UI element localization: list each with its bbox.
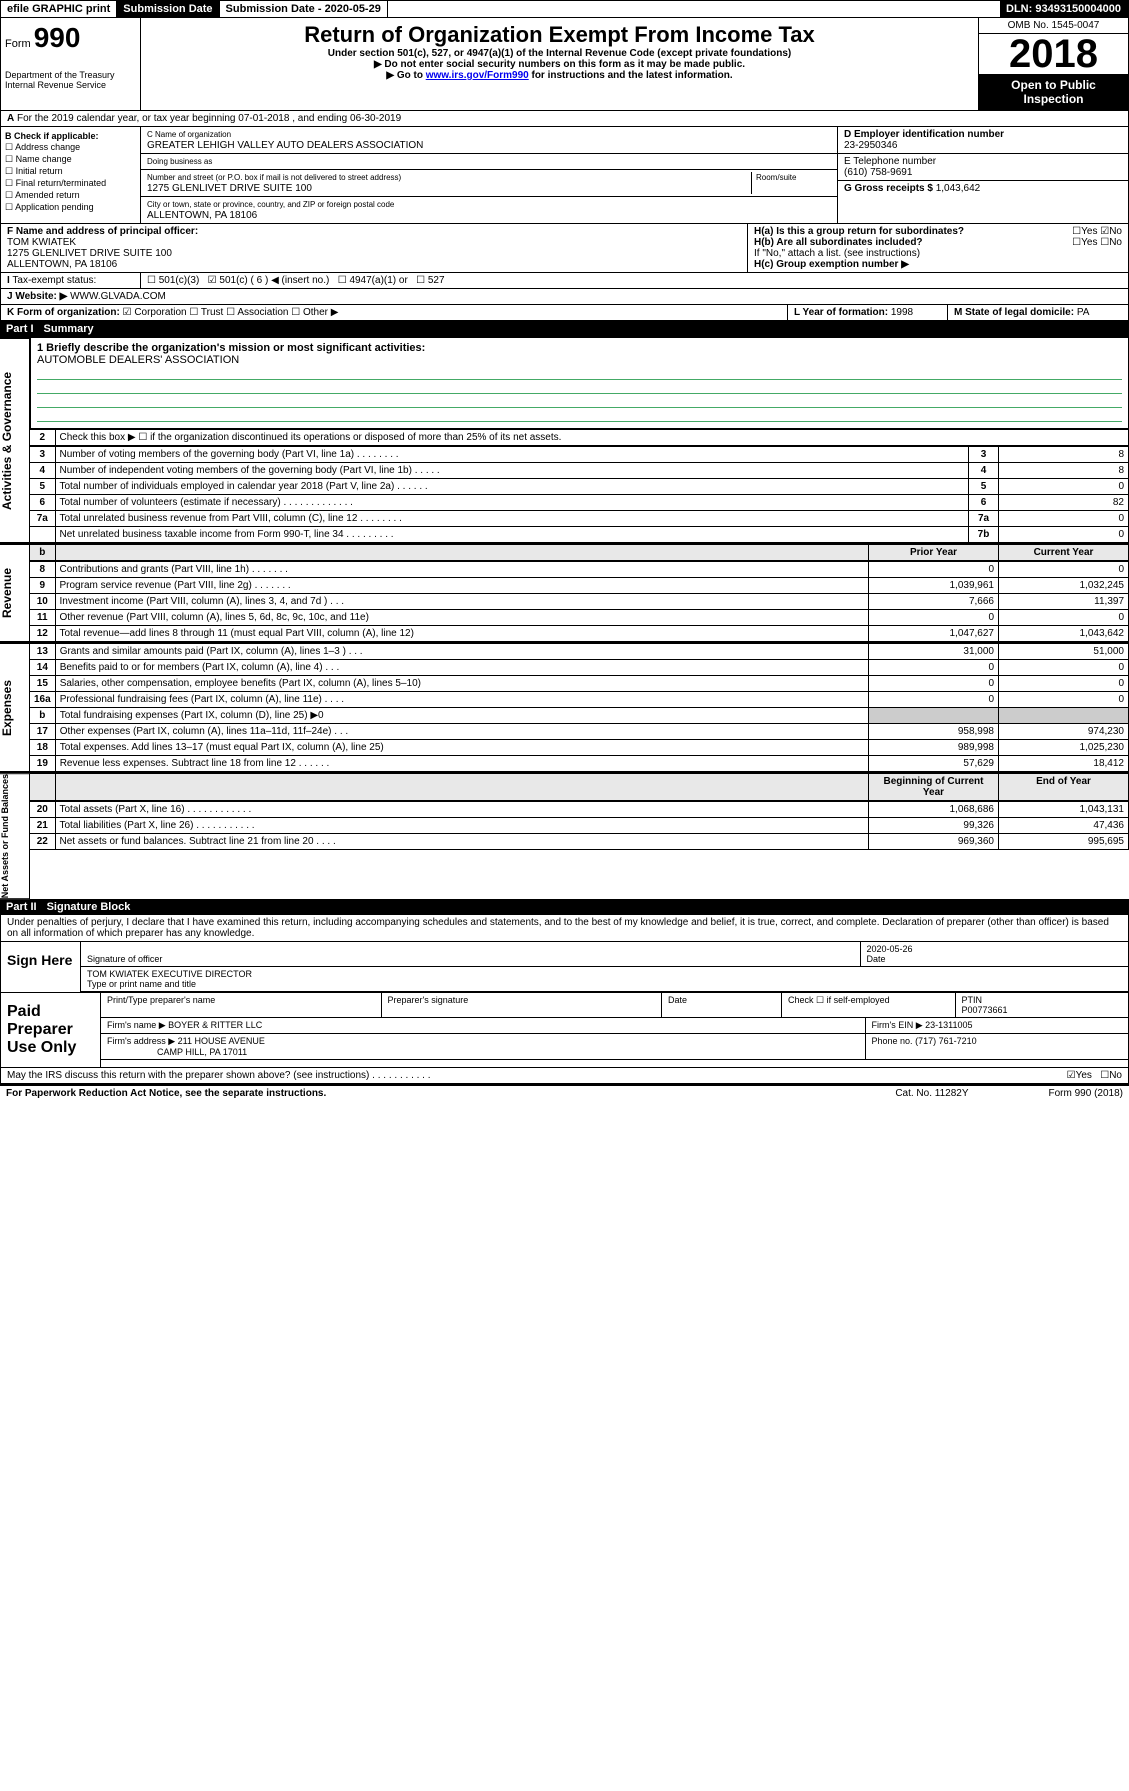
subtitle-1: Under section 501(c), 527, or 4947(a)(1)… [145,48,974,59]
revenue-label: Revenue [0,544,30,642]
form-title: Return of Organization Exempt From Incom… [145,22,974,48]
org-address: 1275 GLENLIVET DRIVE SUITE 100 [147,183,312,194]
part-1-header: Part ISummary [0,321,1129,337]
expenses-section: Expenses 13Grants and similar amounts pa… [0,642,1129,772]
website-value: WWW.GLVADA.COM [70,291,166,302]
info-grid: B Check if applicable: ☐ Address change … [0,127,1129,224]
gross-receipts: 1,043,642 [936,183,981,194]
chk-name-change[interactable]: ☐ Name change [5,154,136,165]
top-toolbar: efile GRAPHIC print Submission Date Subm… [0,0,1129,18]
firm-name: BOYER & RITTER LLC [168,1020,262,1030]
tax-year: 2018 [979,34,1128,74]
chk-final-return[interactable]: ☐ Final return/terminated [5,178,136,189]
page-footer: For Paperwork Reduction Act Notice, see … [0,1084,1129,1101]
part-2-header: Part IISignature Block [0,899,1129,915]
box-b: B Check if applicable: ☐ Address change … [1,127,141,223]
efile-button[interactable]: efile GRAPHIC print [1,1,117,17]
open-to-public-badge: Open to Public Inspection [979,74,1128,110]
submission-date-value: Submission Date - 2020-05-29 [220,1,388,17]
officer-name-title: TOM KWIATEK EXECUTIVE DIRECTOR [87,969,252,979]
org-city: ALLENTOWN, PA 18106 [147,210,257,221]
row-klm: K Form of organization: ☑ Corporation ☐ … [0,305,1129,321]
box-de: D Employer identification number23-29503… [838,127,1128,223]
mission-text: AUTOMOBLE DEALERS' ASSOCIATION [37,354,239,366]
chk-address-change[interactable]: ☐ Address change [5,142,136,153]
submission-date-label: Submission Date [117,1,219,17]
subtitle-2: ▶ Do not enter social security numbers o… [145,59,974,70]
org-name: GREATER LEHIGH VALLEY AUTO DEALERS ASSOC… [147,140,423,151]
governance-section: Activities & Governance 1 Briefly descri… [0,337,1129,543]
governance-label: Activities & Governance [0,338,30,543]
discuss-row: May the IRS discuss this return with the… [0,1068,1129,1084]
sign-date: 2020-05-26 [867,944,913,954]
officer-name: TOM KWIATEK [7,237,76,248]
dept-label: Department of the Treasury Internal Reve… [5,70,136,90]
chk-amended[interactable]: ☐ Amended return [5,190,136,201]
expenses-label: Expenses [0,643,30,772]
subtitle-3: ▶ Go to www.irs.gov/Form990 for instruct… [145,70,974,81]
sign-here-block: Sign Here Signature of officer 2020-05-2… [0,942,1129,993]
chk-initial-return[interactable]: ☐ Initial return [5,166,136,177]
row-i: I Tax-exempt status: ☐ 501(c)(3) ☑ 501(c… [0,273,1129,289]
ein-value: 23-2950346 [844,140,897,151]
dln-label: DLN: 93493150004000 [1000,1,1128,17]
row-j: J Website: ▶ WWW.GLVADA.COM [0,289,1129,305]
dba-label: Doing business as [147,157,212,166]
irs-link[interactable]: www.irs.gov/Form990 [426,70,529,81]
form-prefix: Form [5,38,31,50]
net-assets-section: Net Assets or Fund Balances Beginning of… [0,772,1129,899]
form-header: Form 990 Department of the Treasury Inte… [0,18,1129,111]
row-fh: F Name and address of principal officer:… [0,224,1129,273]
chk-application-pending[interactable]: ☐ Application pending [5,202,136,213]
phone-value: (610) 758-9691 [844,167,912,178]
paid-preparer-block: Paid Preparer Use Only Print/Type prepar… [0,993,1129,1068]
box-c: C Name of organizationGREATER LEHIGH VAL… [141,127,838,223]
perjury-statement: Under penalties of perjury, I declare th… [0,915,1129,942]
form-number: 990 [34,22,81,53]
row-a-tax-year: A For the 2019 calendar year, or tax yea… [0,111,1129,127]
revenue-section: Revenue bPrior YearCurrent Year 8Contrib… [0,543,1129,642]
ptin-value: P00773661 [962,1005,1008,1015]
net-assets-label: Net Assets or Fund Balances [0,773,30,899]
